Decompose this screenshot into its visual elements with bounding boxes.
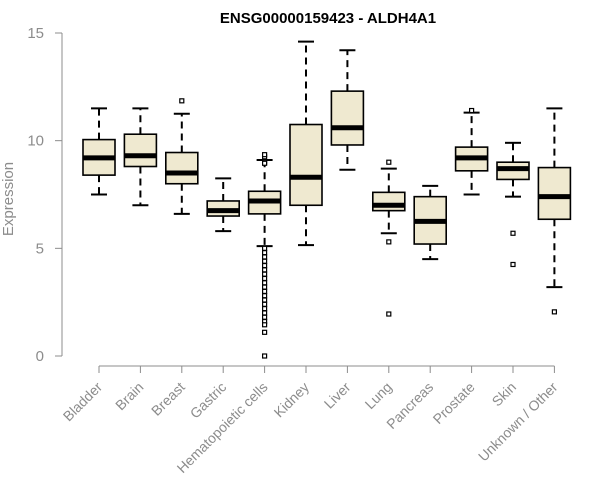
y-tick-label: 10 <box>27 133 44 150</box>
y-tick-label: 5 <box>36 240 44 257</box>
iqr-box <box>289 123 323 207</box>
box-hematopoietic-cells <box>247 152 282 359</box>
x-tick-label: Brain <box>112 379 146 413</box>
outlier-point <box>510 230 516 236</box>
outlier-point <box>262 280 268 286</box>
outlier-point <box>262 160 268 166</box>
y-tick-label: 0 <box>36 348 44 365</box>
outlier-point <box>262 293 268 299</box>
box-lung <box>371 159 406 317</box>
outlier-point <box>262 262 268 269</box>
box-breast <box>165 98 199 215</box>
box-prostate <box>454 107 489 196</box>
x-tick-label: Unknown / Other <box>475 379 561 465</box>
box-unknown-other <box>537 107 572 315</box>
x-tick-label: Bladder <box>60 379 106 425</box>
outlier-point <box>262 297 268 303</box>
x-tick-label: Lung <box>362 379 395 412</box>
x-tick-label: Skin <box>489 379 520 410</box>
outlier-point <box>262 275 268 282</box>
chart-title: ENSG00000159423 - ALDH4A1 <box>220 10 436 27</box>
outlier-point <box>262 301 268 307</box>
box-brain <box>123 107 158 207</box>
boxes <box>82 40 572 359</box>
outlier-point <box>551 309 558 315</box>
outlier-point <box>262 284 268 290</box>
box-pancreas <box>413 184 448 261</box>
outlier-point <box>262 254 268 260</box>
box-bladder <box>82 107 116 196</box>
box-gastric <box>206 177 240 233</box>
outlier-point <box>469 107 475 114</box>
outlier-point <box>262 152 268 158</box>
iqr-box <box>165 151 199 185</box>
outlier-point <box>262 322 268 328</box>
outlier-point <box>262 306 268 312</box>
iqr-box <box>330 90 365 146</box>
outlier-point <box>262 329 268 335</box>
outlier-point <box>510 261 516 268</box>
outlier-point <box>262 353 268 359</box>
iqr-box <box>371 191 406 212</box>
y-tick-label: 15 <box>27 25 44 42</box>
outlier-point <box>386 159 392 165</box>
outlier-point <box>262 267 268 273</box>
iqr-box <box>123 133 158 168</box>
outlier-point <box>262 258 268 264</box>
iqr-box <box>537 166 572 221</box>
y-axis-label: Expression <box>0 162 17 236</box>
box-skin <box>496 141 530 268</box>
outlier-point <box>386 239 392 245</box>
x-tick-label: Liver <box>321 379 354 412</box>
box-liver <box>330 49 365 171</box>
x-tick-label: Prostate <box>430 379 478 427</box>
outlier-point <box>262 245 268 251</box>
box-kidney <box>289 40 323 247</box>
x-tick-label: Breast <box>148 379 188 419</box>
outlier-point <box>262 288 268 294</box>
outlier-point <box>262 271 268 277</box>
outlier-point <box>262 310 268 316</box>
outlier-point <box>179 98 185 104</box>
outlier-point <box>386 311 392 317</box>
outlier-point <box>262 314 268 320</box>
outlier-point <box>262 250 268 256</box>
x-tick-label: Kidney <box>271 379 313 421</box>
